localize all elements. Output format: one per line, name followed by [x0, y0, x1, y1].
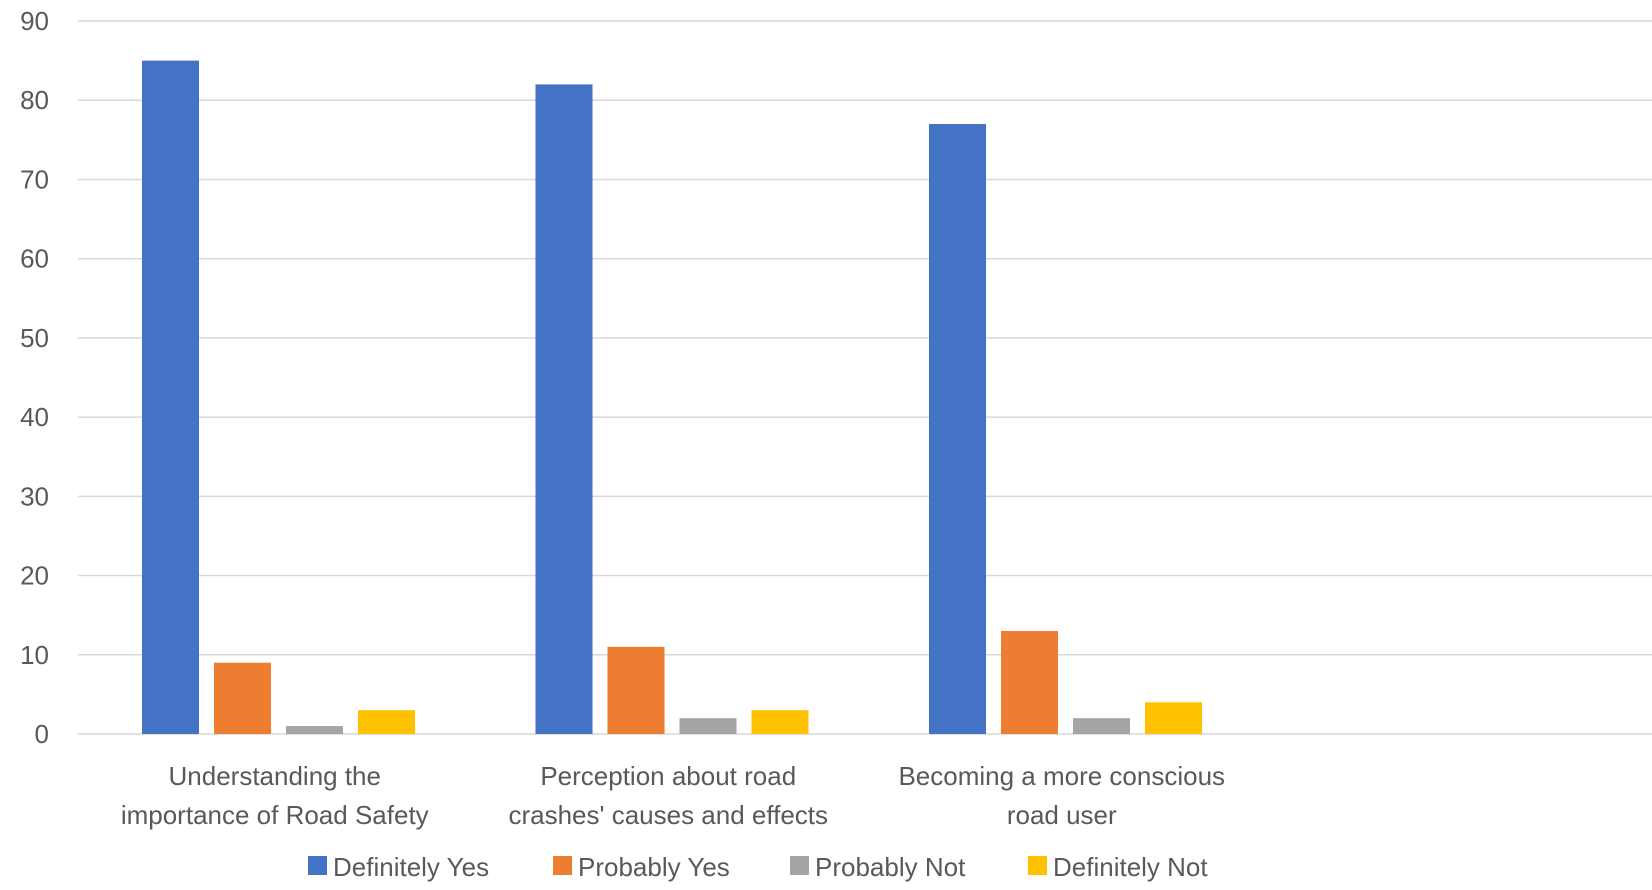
x-category-label: Perception about road crashes' causes and…: [508, 761, 828, 830]
x-axis-category-labels: Understanding the importance of Road Safe…: [121, 761, 1225, 830]
legend-swatch: [790, 856, 809, 875]
y-tick-label: 60: [20, 244, 49, 274]
legend-label: Probably Not: [815, 852, 966, 882]
bar: [358, 710, 415, 734]
bar: [929, 123, 986, 734]
y-tick-label: 10: [20, 640, 49, 670]
bar: [751, 710, 809, 734]
bar: [214, 662, 271, 734]
bar: [607, 646, 665, 734]
y-tick-label: 90: [20, 6, 49, 36]
x-category-label: Becoming a more conscious road user: [898, 761, 1225, 830]
legend-item: Probably Yes: [553, 852, 730, 882]
legend-item: Definitely Not: [1028, 852, 1208, 882]
gridlines: [78, 20, 1652, 735]
y-tick-label: 70: [20, 164, 49, 194]
y-tick-label: 0: [35, 719, 49, 749]
y-axis-tick-labels: 0 10 20 30 40 50 60 70 80 90: [20, 6, 49, 749]
bar: [286, 726, 343, 734]
y-tick-label: 80: [20, 85, 49, 115]
legend-label: Probably Yes: [578, 852, 730, 882]
legend-item: Probably Not: [790, 852, 966, 882]
x-category-label: Understanding the importance of Road Safe…: [121, 761, 429, 830]
legend-label: Definitely Not: [1053, 852, 1208, 882]
y-tick-label: 20: [20, 561, 49, 591]
bar: [1145, 702, 1202, 734]
legend-swatch: [1028, 856, 1047, 875]
legend-swatch: [308, 856, 327, 875]
bar: [142, 60, 199, 735]
legend-item: Definitely Yes: [308, 852, 489, 882]
legend: Definitely Yes Probably Yes Probably Not De…: [308, 852, 1208, 882]
bar: [535, 84, 593, 734]
legend-swatch: [553, 856, 572, 875]
bar: [679, 718, 737, 734]
bar: [1001, 631, 1058, 734]
y-tick-label: 40: [20, 402, 49, 432]
y-tick-label: 30: [20, 481, 49, 511]
bar: [1073, 718, 1130, 734]
bars: [142, 60, 1202, 735]
legend-label: Definitely Yes: [333, 852, 489, 882]
y-tick-label: 50: [20, 323, 49, 353]
